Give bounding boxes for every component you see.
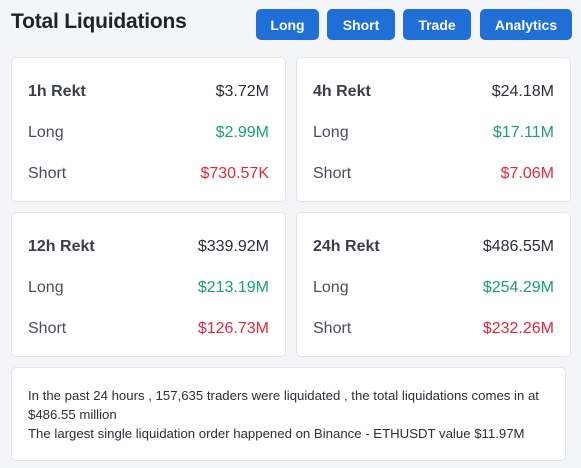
- summary-box: In the past 24 hours , 157,635 traders w…: [11, 367, 566, 461]
- short-value: $730.57K: [200, 165, 269, 182]
- page-title: Total Liquidations: [11, 10, 187, 33]
- long-value: $17.11M: [492, 124, 554, 141]
- short-button[interactable]: Short: [327, 9, 395, 40]
- summary-line-1: In the past 24 hours , 157,635 traders w…: [28, 388, 539, 422]
- long-value: $2.99M: [215, 124, 269, 141]
- period-label: 24h Rekt: [313, 238, 380, 255]
- card-24h: 24h Rekt $486.55M Long $254.29M Short $2…: [296, 212, 571, 357]
- row-long: Long $2.99M: [28, 123, 269, 143]
- period-label: 1h Rekt: [28, 83, 86, 100]
- short-label: Short: [313, 165, 352, 182]
- row-total: 12h Rekt $339.92M: [28, 237, 269, 257]
- row-long: Long $213.19M: [28, 278, 269, 298]
- card-1h: 1h Rekt $3.72M Long $2.99M Short $730.57…: [11, 57, 286, 202]
- row-total: 24h Rekt $486.55M: [313, 237, 554, 257]
- period-label: 4h Rekt: [313, 83, 371, 100]
- header: Total Liquidations Long Short Trade Anal…: [0, 0, 581, 48]
- long-label: Long: [28, 279, 64, 296]
- long-value: $254.29M: [482, 279, 554, 296]
- long-value: $213.19M: [197, 279, 269, 296]
- row-short: Short $730.57K: [28, 164, 269, 184]
- card-12h: 12h Rekt $339.92M Long $213.19M Short $1…: [11, 212, 286, 357]
- total-value: $339.92M: [197, 238, 269, 255]
- analytics-button[interactable]: Analytics: [480, 9, 572, 40]
- total-value: $3.72M: [215, 83, 269, 100]
- period-label: 12h Rekt: [28, 238, 95, 255]
- total-value: $24.18M: [491, 83, 554, 100]
- long-label: Long: [313, 124, 349, 141]
- long-button[interactable]: Long: [256, 9, 319, 40]
- long-label: Long: [28, 124, 64, 141]
- row-total: 4h Rekt $24.18M: [313, 82, 554, 102]
- summary-line-2: The largest single liquidation order hap…: [28, 426, 525, 441]
- row-long: Long $254.29M: [313, 278, 554, 298]
- row-short: Short $7.06M: [313, 164, 554, 184]
- short-label: Short: [28, 320, 67, 337]
- row-short: Short $232.26M: [313, 319, 554, 339]
- row-short: Short $126.73M: [28, 319, 269, 339]
- card-4h: 4h Rekt $24.18M Long $17.11M Short $7.06…: [296, 57, 571, 202]
- total-value: $486.55M: [482, 238, 554, 255]
- row-long: Long $17.11M: [313, 123, 554, 143]
- short-value: $7.06M: [500, 165, 554, 182]
- short-label: Short: [28, 165, 67, 182]
- long-label: Long: [313, 279, 349, 296]
- short-value: $126.73M: [197, 320, 269, 337]
- trade-button[interactable]: Trade: [403, 9, 471, 40]
- row-total: 1h Rekt $3.72M: [28, 82, 269, 102]
- short-value: $232.26M: [482, 320, 554, 337]
- short-label: Short: [313, 320, 352, 337]
